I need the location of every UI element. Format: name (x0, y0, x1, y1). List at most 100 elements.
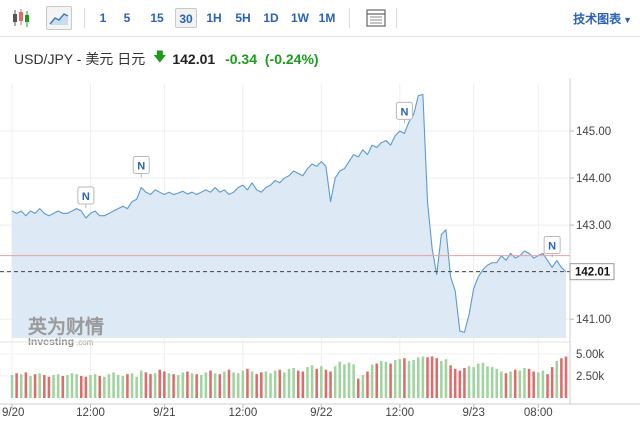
price-area-fill (12, 94, 566, 338)
y-tick-label: 141.00 (576, 314, 611, 326)
area-chart-icon[interactable] (46, 6, 72, 30)
volume-bar (380, 360, 383, 398)
x-tick-label: 12:00 (76, 407, 105, 419)
volume-bar (361, 375, 365, 398)
volume-bar (135, 376, 138, 398)
tech-chart-link[interactable]: 技术图表 ▼ (573, 10, 632, 27)
x-tick-label: 9/22 (310, 407, 332, 419)
news-marker-label: N (400, 106, 408, 118)
news-markers: N N N N (77, 101, 561, 258)
timeframe-1h-button[interactable]: 1H (206, 11, 222, 25)
volume-bar (112, 372, 115, 398)
news-marker: N (395, 101, 413, 124)
volume-bar (227, 369, 231, 398)
volume-bar (223, 371, 226, 398)
volume-bar (140, 370, 143, 398)
volume-bar (70, 373, 74, 398)
volume-bar (546, 374, 549, 398)
volume-bar (435, 358, 438, 398)
volume-bar (190, 373, 194, 398)
volume-bar (181, 372, 185, 398)
volume-bar (246, 368, 249, 398)
timeframe-5-button[interactable]: 5 (123, 11, 131, 25)
news-marker: N (77, 186, 95, 209)
volume-bar (121, 375, 125, 398)
volume-bar (255, 374, 258, 398)
investing-watermark: 英为财情 Investing .com (28, 315, 104, 348)
volume-bar (278, 369, 282, 398)
volume-bar (490, 367, 494, 398)
volume-bar (329, 371, 332, 398)
volume-bar (458, 370, 462, 398)
volume-bar (29, 375, 32, 398)
volume-bar (79, 375, 83, 398)
toolbar-divider (349, 8, 350, 28)
volume-bar (384, 361, 388, 398)
volume-bar (149, 374, 152, 398)
volume-bar (75, 374, 78, 398)
price-tag: 142.01 (575, 267, 611, 279)
timeframe-1d-button[interactable]: 1D (263, 11, 279, 25)
table-icon[interactable] (363, 6, 389, 30)
reference-lines (0, 255, 570, 273)
down-arrow-icon: 🡇 (153, 49, 167, 64)
timeframe-30-button[interactable]: 30 (175, 8, 197, 28)
volume-bar (33, 374, 37, 398)
volume-bar (264, 371, 268, 398)
volume-bar (47, 376, 51, 398)
news-marker-label: N (548, 240, 556, 252)
timeframe-1m-button[interactable]: 1M (318, 11, 336, 25)
volume-bar (449, 365, 452, 398)
timeframe-5h-button[interactable]: 5H (235, 11, 251, 25)
volume-bar (407, 360, 411, 398)
volume-bar (200, 375, 203, 398)
volume-bar (116, 375, 120, 398)
volume-bar (301, 371, 305, 398)
toolbar-divider (396, 8, 397, 28)
volume-bar (126, 374, 129, 398)
instrument-name: USD/JPY - 美元 日元 (14, 51, 146, 67)
volume-bar (315, 368, 318, 398)
volume-bar (375, 363, 378, 398)
volume-bar (209, 370, 212, 398)
volume-bar (555, 360, 559, 398)
timeframe-1w-button[interactable]: 1W (291, 11, 309, 25)
volume-bar (463, 367, 466, 398)
volume-bar (15, 373, 18, 398)
volume-bar (467, 366, 471, 398)
candlestick-icon[interactable] (8, 6, 34, 30)
volume-bar (10, 375, 14, 398)
volume-bar (236, 373, 240, 398)
y-tick-label: 144.00 (576, 173, 611, 185)
price-area (11, 93, 567, 338)
news-marker-label: N (137, 160, 145, 172)
volume-bar (56, 374, 60, 398)
volume-bar (453, 368, 457, 398)
volume-bar (107, 374, 111, 398)
volume-bar (444, 359, 448, 398)
price-tag-box (569, 263, 615, 281)
volume-bar (19, 374, 23, 398)
volume-bar (213, 373, 217, 398)
volume-bar (66, 375, 69, 398)
y-tick-label: 145.00 (576, 126, 611, 138)
volume-bar (195, 374, 198, 398)
volume-bar (144, 372, 148, 398)
volume-bar (250, 371, 254, 398)
timeframe-15-button[interactable]: 15 (150, 11, 164, 25)
volume-bar (504, 373, 508, 398)
volume-bar (352, 364, 355, 398)
volume-bar (296, 370, 300, 398)
volume-bar (273, 370, 277, 398)
volume-bar (532, 371, 535, 398)
volume-bar (527, 368, 531, 398)
volume-bar (356, 378, 360, 398)
volume-bar (241, 370, 245, 398)
volume-tick-label: 2.50k (576, 371, 604, 383)
volume-bar (24, 372, 28, 398)
timeframe-1-button[interactable]: 1 (99, 11, 107, 25)
volume-bar (564, 356, 568, 398)
x-tick-label: 9/21 (153, 407, 175, 419)
volume-bar (513, 369, 517, 398)
